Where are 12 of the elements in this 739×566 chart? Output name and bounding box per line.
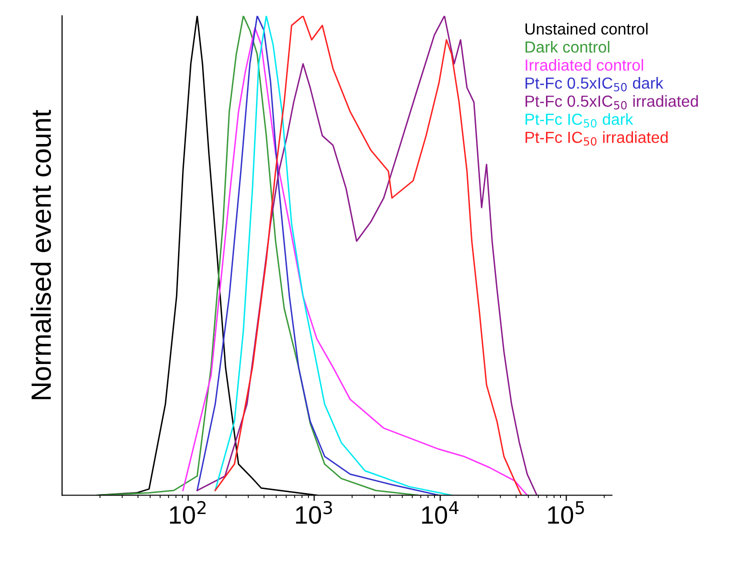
y-axis-title: Normalised event count bbox=[30, 110, 52, 400]
text: Pt-Fc IC$_{50}$ irradiated bbox=[526, 131, 668, 146]
x-tick-label: 10$^{5}$ bbox=[548, 501, 584, 524]
text: Pt-Fc 0.5xIC$_{50}$ irradiated bbox=[526, 95, 698, 110]
text: Pt-Fc 0.5xIC$_{50}$ dark bbox=[526, 77, 664, 92]
text: Irradiated control bbox=[526, 59, 644, 71]
x-tick-label: 10$^{4}$ bbox=[422, 501, 458, 524]
text: Unstained control bbox=[526, 22, 648, 35]
text: Pt-Fc IC$_{50}$ dark bbox=[526, 113, 634, 128]
x-tick-label: 10$^{3}$ bbox=[296, 501, 332, 524]
x-tick-label: 10$^{2}$ bbox=[170, 501, 206, 524]
text: Dark control bbox=[526, 40, 610, 53]
